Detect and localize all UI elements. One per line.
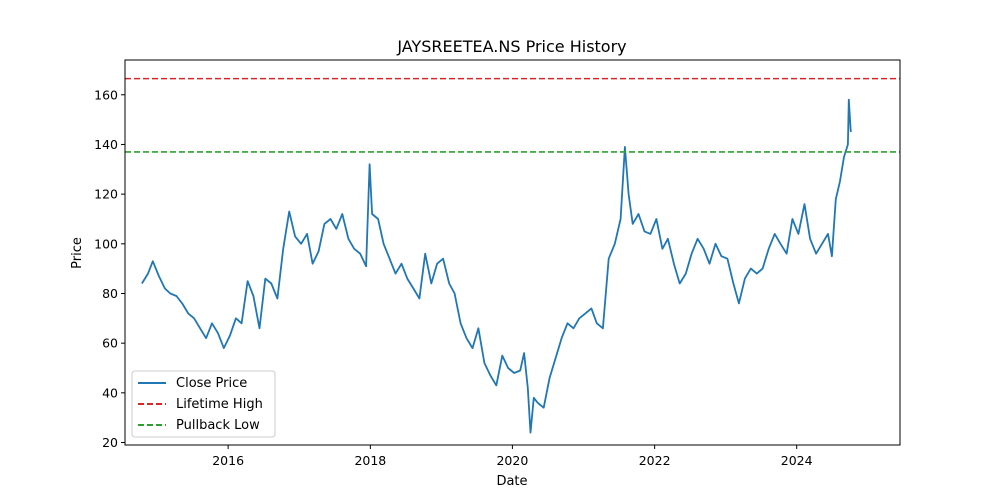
y-tick-label: 120 — [94, 187, 118, 202]
x-axis-label: Date — [496, 474, 527, 489]
legend-label-close-price: Close Price — [176, 376, 247, 391]
x-axis-ticks: 2016 2018 2020 2022 2024 — [212, 445, 813, 468]
y-tick-label: 160 — [94, 87, 118, 102]
legend-label-pullback-low: Pullback Low — [176, 418, 260, 433]
y-tick-label: 140 — [94, 137, 118, 152]
x-tick-label: 2018 — [354, 453, 386, 468]
legend-box — [131, 370, 276, 438]
y-tick-label: 40 — [102, 385, 118, 400]
legend-label-lifetime-high: Lifetime High — [176, 397, 263, 412]
y-tick-label: 100 — [94, 236, 118, 251]
chart-title: JAYSREETEA.NS Price History — [396, 37, 626, 56]
y-tick-label: 60 — [102, 336, 118, 351]
plot-area — [125, 77, 900, 434]
x-tick-label: 2024 — [781, 453, 813, 468]
legend: Close Price Lifetime High Pullback Low — [131, 370, 276, 438]
x-tick-label: 2016 — [212, 453, 244, 468]
x-tick-label: 2022 — [639, 453, 671, 468]
y-axis-label: Price — [70, 237, 85, 269]
x-tick-label: 2020 — [496, 453, 528, 468]
y-axis-ticks: 20 40 60 80 100 120 140 160 — [94, 87, 125, 450]
y-tick-label: 80 — [102, 286, 118, 301]
y-tick-label: 20 — [102, 435, 118, 450]
plot-frame — [124, 59, 901, 446]
series-line-close-price — [141, 98, 852, 434]
